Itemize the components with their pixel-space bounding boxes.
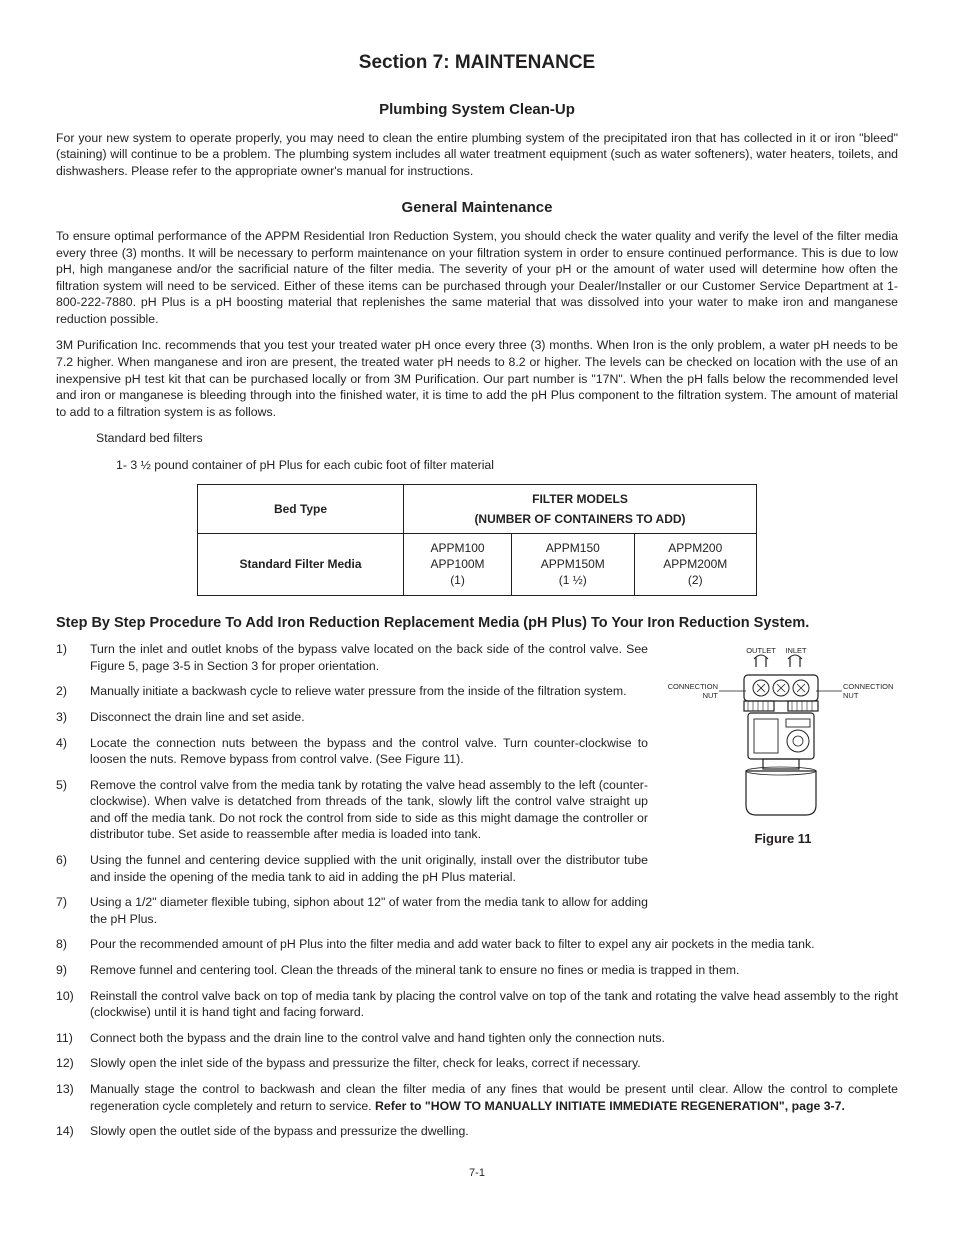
step-1: 1)Turn the inlet and outlet knobs of the… <box>56 641 648 674</box>
svg-text:CONNECTION: CONNECTION <box>668 682 718 691</box>
heading-plumbing: Plumbing System Clean-Up <box>56 100 898 120</box>
para-general-2: 3M Purification Inc. recommends that you… <box>56 337 898 420</box>
list-standard-bed: Standard bed filters <box>96 430 898 447</box>
section-title: Section 7: MAINTENANCE <box>56 50 898 76</box>
para-general-1: To ensure optimal performance of the APP… <box>56 228 898 328</box>
step-10: 10)Reinstall the control valve back on t… <box>56 988 898 1021</box>
step-9: 9)Remove funnel and centering tool. Clea… <box>56 962 898 979</box>
figure-11: OUTLET INLET CONNECTION NUT CONNECTION N… <box>668 641 898 847</box>
para-plumbing: For your new system to operate properly,… <box>56 130 898 180</box>
step-11: 11)Connect both the bypass and the drain… <box>56 1030 898 1047</box>
figure-11-caption: Figure 11 <box>668 830 898 848</box>
step-4: 4)Locate the connection nuts between the… <box>56 735 648 768</box>
step-7: 7)Using a 1/2" diameter flexible tubing,… <box>56 894 648 927</box>
step-2: 2)Manually initiate a backwash cycle to … <box>56 683 648 700</box>
step-12: 12)Slowly open the inlet side of the byp… <box>56 1055 898 1072</box>
step-14: 14)Slowly open the outlet side of the by… <box>56 1123 898 1140</box>
step-6: 6)Using the funnel and centering device … <box>56 852 648 885</box>
table-row-head: Standard Filter Media <box>198 534 404 596</box>
table-cell-appm150: APPM150 APPM150M (1 ½) <box>512 534 634 596</box>
svg-text:CONNECTION: CONNECTION <box>843 682 893 691</box>
filter-models-table: Bed Type FILTER MODELS (NUMBER OF CONTAI… <box>197 484 757 596</box>
table-cell-appm100: APPM100 APP100M (1) <box>404 534 512 596</box>
figure-11-svg: OUTLET INLET CONNECTION NUT CONNECTION N… <box>668 641 898 821</box>
step-8: 8)Pour the recommended amount of pH Plus… <box>56 936 898 953</box>
step-13: 13)Manually stage the control to backwas… <box>56 1081 898 1114</box>
svg-text:NUT: NUT <box>703 691 719 700</box>
steps-list-lower: 8)Pour the recommended amount of pH Plus… <box>56 936 898 1139</box>
svg-text:NUT: NUT <box>843 691 859 700</box>
heading-step-procedure: Step By Step Procedure To Add Iron Reduc… <box>56 614 898 634</box>
step-5: 5)Remove the control valve from the medi… <box>56 777 648 843</box>
table-head-containers: (NUMBER OF CONTAINERS TO ADD) <box>404 509 757 534</box>
table-cell-appm200: APPM200 APPM200M (2) <box>634 534 756 596</box>
page-number: 7-1 <box>56 1166 898 1181</box>
list-container-qty: 1- 3 ½ pound container of pH Plus for ea… <box>116 457 898 474</box>
svg-text:INLET: INLET <box>785 646 807 655</box>
svg-text:OUTLET: OUTLET <box>746 646 776 655</box>
heading-general-maintenance: General Maintenance <box>56 198 898 218</box>
steps-list-upper: 1)Turn the inlet and outlet knobs of the… <box>56 641 648 927</box>
table-head-bedtype: Bed Type <box>198 484 404 533</box>
table-head-filter-models: FILTER MODELS <box>404 484 757 509</box>
step-3: 3)Disconnect the drain line and set asid… <box>56 709 648 726</box>
